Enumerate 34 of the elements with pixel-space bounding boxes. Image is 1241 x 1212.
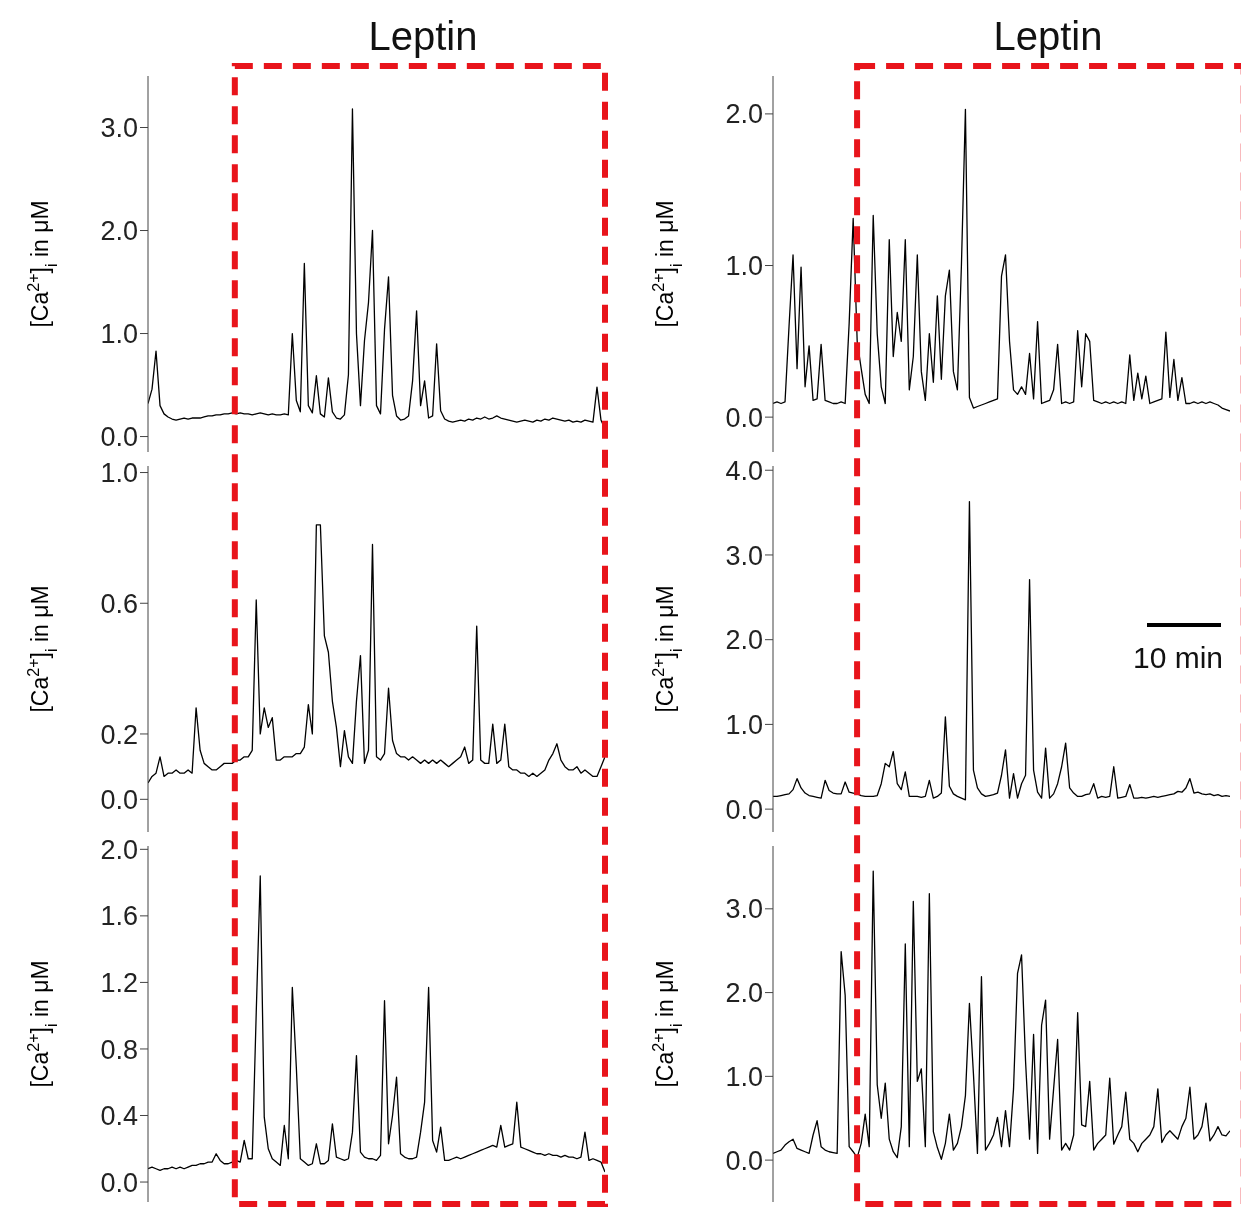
y-tick-label: 4.0 (725, 455, 763, 486)
text: Leptin (368, 14, 478, 59)
y-tick-label: 1.0 (100, 319, 138, 350)
line-series (773, 870, 1230, 1160)
y-tick-label: 3.0 (725, 894, 763, 925)
y-tick-label: 3.0 (725, 540, 763, 571)
y-tick-label: 3.0 (100, 113, 138, 144)
y-tick-label: 2.0 (100, 834, 138, 865)
line-series (773, 500, 1230, 801)
y-tick-label: 1.2 (100, 968, 138, 998)
y-tick-label: 1.6 (100, 901, 138, 932)
y-tick-label: 0.0 (100, 1167, 138, 1198)
y-tick-label: 1.0 (100, 458, 138, 489)
y-tick-label: 0.8 (100, 1034, 138, 1065)
y-tick-label: 0.4 (100, 1101, 138, 1132)
line-series (773, 108, 1230, 412)
line-series (148, 524, 605, 784)
y-tick-label: 2.0 (725, 99, 763, 130)
y-tick-label: 2.0 (100, 216, 138, 247)
y-tick-label: 0.0 (100, 784, 138, 815)
y-tick-label: 1.0 (725, 1061, 763, 1092)
y-tick-label: 0.6 (100, 588, 138, 619)
y-tick-label: 2.0 (725, 625, 763, 656)
annotation: 10 min (1133, 641, 1224, 674)
line-series (148, 875, 605, 1173)
y-tick-label: 1.0 (725, 709, 763, 740)
y-tick-label: 0.0 (725, 402, 763, 433)
y-tick-label: 0.2 (100, 719, 138, 750)
y-tick-label: 0.0 (725, 1145, 763, 1176)
y-tick-label: 1.0 (725, 251, 763, 282)
y-tick-label: 0.0 (725, 794, 763, 825)
text: Leptin (993, 14, 1103, 59)
y-tick-label: 0.0 (100, 422, 138, 453)
y-tick-label: 2.0 (725, 978, 763, 1009)
